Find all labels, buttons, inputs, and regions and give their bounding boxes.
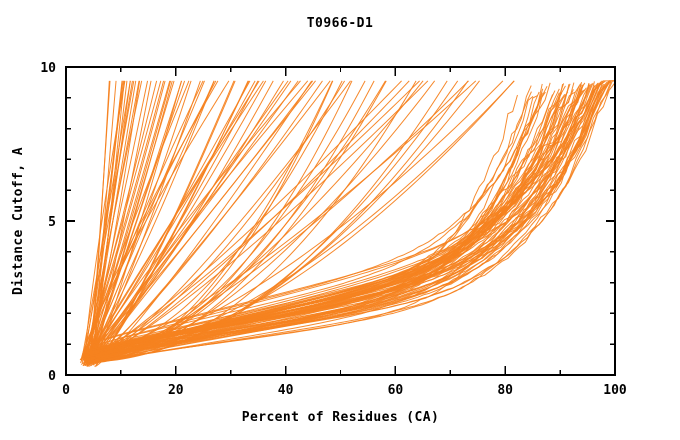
- y-axis-title: Distance Cutoff, A: [11, 147, 26, 295]
- data-curve: [89, 80, 613, 364]
- x-tick-label: 0: [62, 383, 70, 398]
- y-tick-label: 0: [48, 369, 56, 384]
- data-curve: [89, 85, 583, 364]
- data-curve: [85, 80, 143, 365]
- data-curve: [89, 82, 616, 357]
- data-curve: [81, 80, 219, 361]
- chart-title: T0966-D1: [306, 16, 374, 31]
- x-tick-label: 80: [497, 383, 513, 398]
- data-curve: [81, 80, 217, 364]
- data-curve: [82, 80, 215, 361]
- data-curve: [88, 80, 417, 361]
- data-curve: [97, 80, 615, 352]
- x-tick-label: 20: [168, 383, 184, 398]
- x-tick-label: 60: [388, 383, 404, 398]
- data-curve: [81, 80, 131, 361]
- data-curve: [91, 91, 546, 347]
- data-curve: [89, 80, 316, 367]
- y-tick-label: 10: [40, 61, 56, 76]
- data-curve: [85, 80, 172, 360]
- x-tick-label: 100: [603, 383, 627, 398]
- axis-labels-layer: 0 20 40 60 80 100 0 5 10 Percent of Residues (CA)…: [11, 61, 627, 425]
- data-curve: [80, 80, 230, 361]
- data-curve: [83, 80, 162, 361]
- data-curve: [85, 80, 259, 360]
- data-curve: [89, 80, 410, 364]
- axes-layer: [65, 66, 616, 376]
- data-curve: [98, 83, 593, 347]
- data-curve: [91, 80, 186, 362]
- x-axis-title: Percent of Residues (CA): [242, 410, 439, 425]
- data-curve: [84, 81, 612, 354]
- data-curve: [90, 80, 301, 358]
- data-curve: [100, 84, 607, 356]
- data-curve: [86, 80, 309, 367]
- data-curve: [100, 80, 612, 349]
- data-curve: [82, 80, 346, 357]
- data-curve: [88, 80, 183, 358]
- data-curve: [87, 80, 429, 363]
- data-curve: [99, 80, 603, 346]
- y-tick-label: 5: [48, 215, 56, 230]
- data-curve: [92, 80, 615, 351]
- data-curve: [89, 80, 204, 364]
- data-curve: [90, 80, 331, 367]
- data-curve: [92, 80, 133, 362]
- data-curve: [83, 80, 135, 358]
- data-curve: [95, 80, 480, 363]
- data-curve: [93, 80, 201, 360]
- data-curve: [90, 80, 402, 359]
- data-curve: [98, 80, 351, 360]
- data-curve: [82, 80, 264, 367]
- data-curve: [87, 80, 215, 366]
- data-curve: [95, 80, 313, 367]
- data-curves-layer: [79, 80, 616, 368]
- data-curve: [80, 80, 284, 365]
- data-curve: [85, 80, 420, 361]
- data-curve: [99, 86, 605, 358]
- data-curve: [86, 80, 615, 345]
- data-curve: [93, 82, 551, 344]
- x-tick-label: 40: [278, 383, 294, 398]
- data-curve: [80, 80, 166, 360]
- data-curve: [100, 80, 606, 348]
